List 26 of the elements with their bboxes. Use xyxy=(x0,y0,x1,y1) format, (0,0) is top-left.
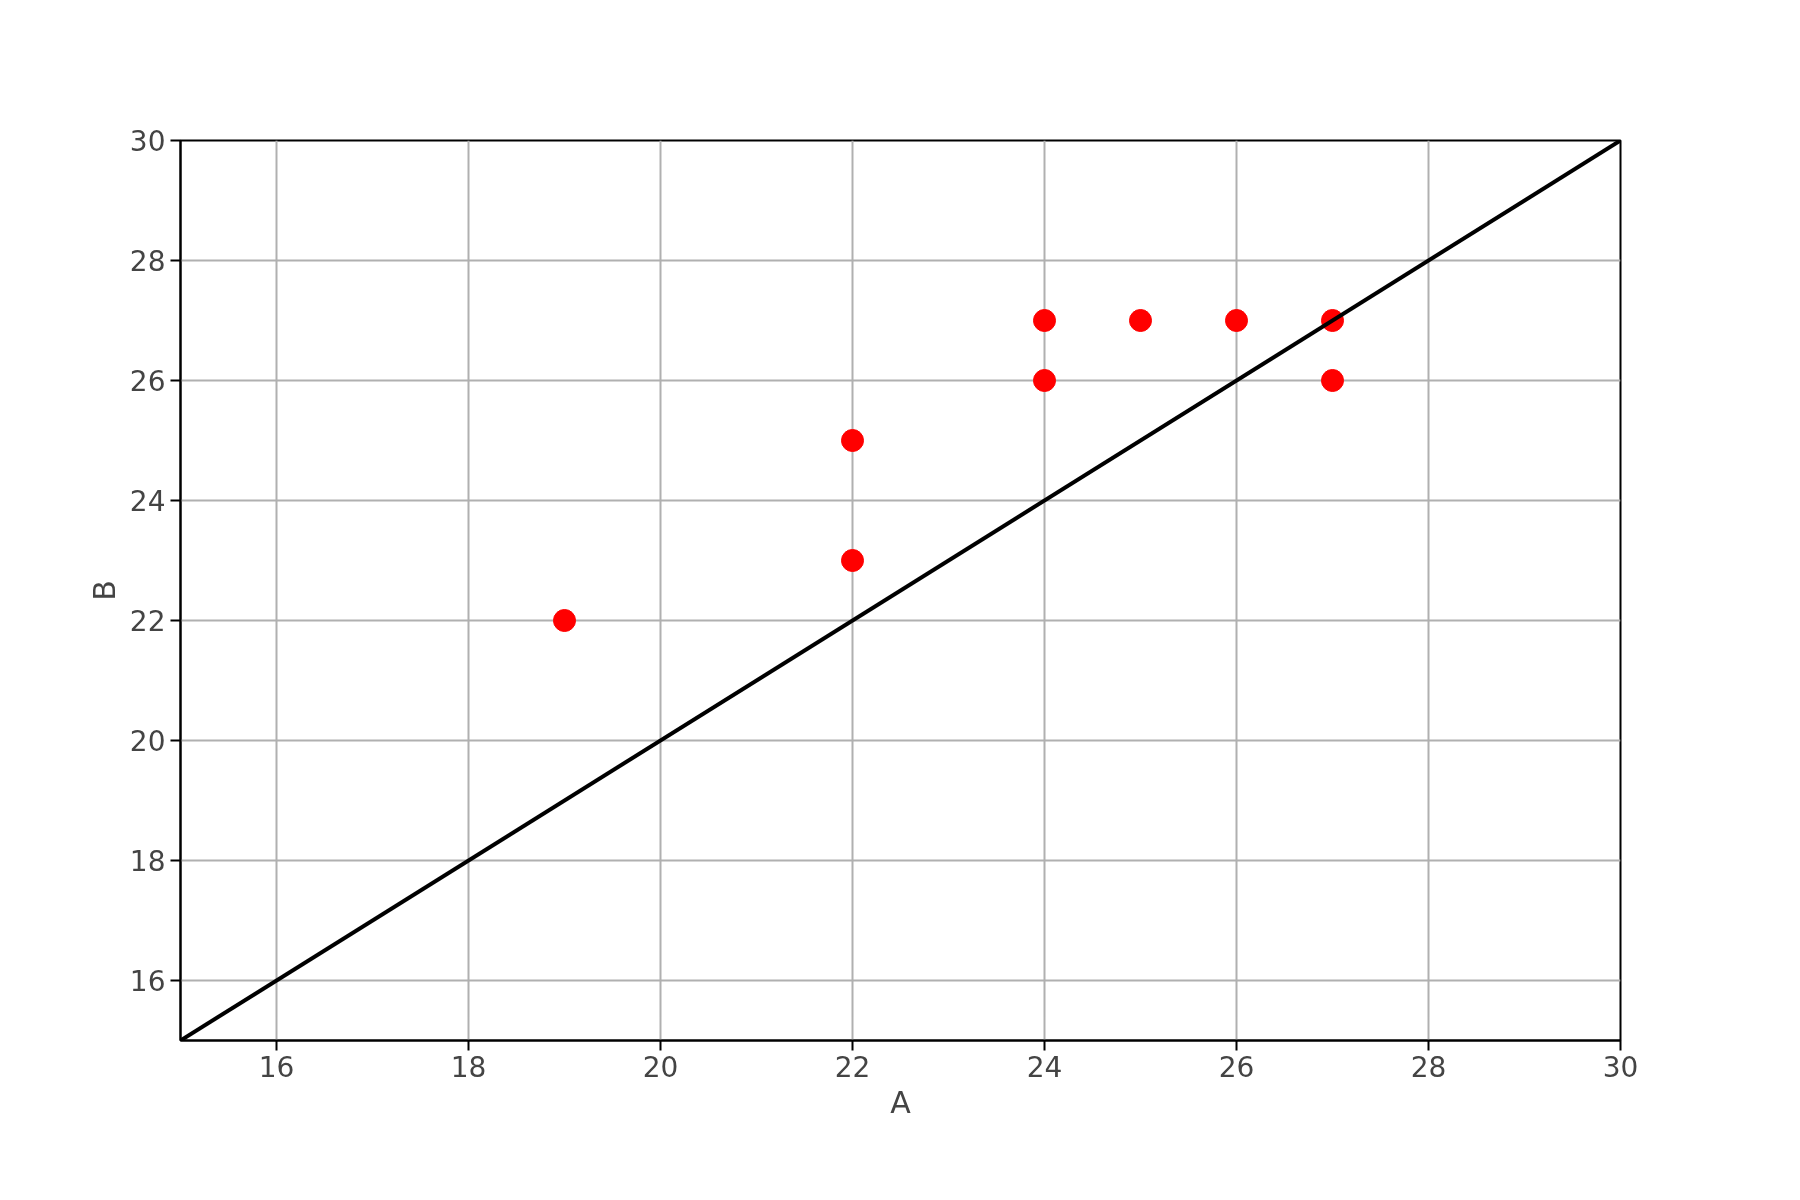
point xyxy=(553,609,576,632)
y-tick-label: 28 xyxy=(129,245,166,278)
x-tick-label: 18 xyxy=(450,1050,487,1084)
y-tick-label: 30 xyxy=(129,125,166,158)
point xyxy=(841,549,864,572)
y-tick-label: 22 xyxy=(129,605,166,638)
point xyxy=(841,429,864,452)
y-tick-label: 24 xyxy=(129,485,166,518)
point xyxy=(1129,309,1152,332)
y-tick-label: 26 xyxy=(129,365,166,398)
y-tick-label: 16 xyxy=(129,965,166,998)
x-axis-title: A xyxy=(890,1084,912,1120)
x-tick-label: 16 xyxy=(258,1050,295,1084)
x-tick-label: 30 xyxy=(1602,1050,1639,1084)
point xyxy=(1033,309,1056,332)
y-tick-label: 18 xyxy=(129,845,166,878)
point xyxy=(1225,309,1248,332)
point xyxy=(1033,369,1056,392)
x-tick-label: 24 xyxy=(1026,1050,1063,1084)
point xyxy=(1321,369,1344,392)
x-tick-label: 26 xyxy=(1218,1050,1255,1084)
x-tick-label: 28 xyxy=(1410,1050,1447,1084)
x-tick-label: 20 xyxy=(642,1050,679,1084)
y-axis-title: B xyxy=(86,580,122,601)
x-tick-label: 22 xyxy=(834,1050,871,1084)
y-tick-label: 20 xyxy=(129,725,166,758)
